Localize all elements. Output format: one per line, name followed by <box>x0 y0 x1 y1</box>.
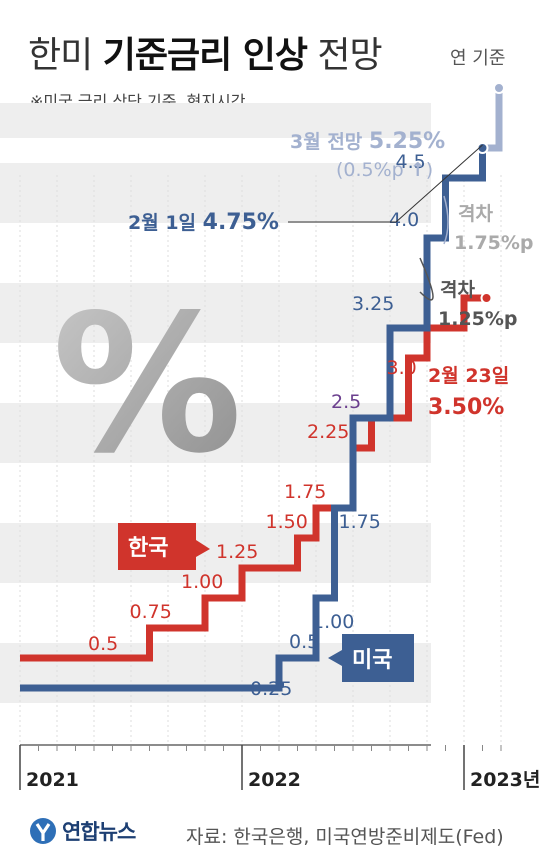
us-latest-point <box>476 142 489 154</box>
basis-note: 연 기준 <box>450 48 506 69</box>
gap-projection-bracket <box>443 195 449 245</box>
logo-text: 연합뉴스 <box>62 820 136 844</box>
projection-label: 3월 전망 5.25% <box>290 129 445 154</box>
us-rate-line <box>20 148 486 692</box>
title-strong: 기준금리 인상 <box>102 35 308 76</box>
series-layer <box>20 82 505 692</box>
title-part1: 한미 <box>28 35 93 76</box>
gap-now-value: 1.25%p <box>438 308 518 330</box>
us-projection-point <box>493 82 505 94</box>
us-value-label: 3.25 <box>352 293 394 315</box>
percent-symbol: % <box>52 274 242 495</box>
us-value-label: 1.00 <box>312 611 354 633</box>
us-value-label: 0.5 <box>289 631 319 653</box>
gap-now-label: 격차 <box>440 279 475 301</box>
us-latest-leader <box>288 144 483 223</box>
background-stripe <box>0 103 431 138</box>
background-stripe <box>0 523 431 583</box>
us-tag <box>328 634 414 682</box>
korea-value-label: 0.5 <box>88 633 118 655</box>
gap-projection-label: 격차 <box>458 203 493 225</box>
korea-value-label: 1.75 <box>284 481 326 503</box>
us-value-label: 0.25 <box>250 678 292 700</box>
us-projection-line <box>482 88 503 152</box>
x-tick-label: 2021 <box>26 769 79 791</box>
korea-value-label: 1.00 <box>181 571 223 593</box>
background-stripe <box>0 403 431 463</box>
projection-change: (0.5%p ↑) <box>336 159 433 181</box>
korea-value-label: 1.50 <box>266 511 308 533</box>
korea-value-label: 3.0 <box>387 357 417 379</box>
korea-latest-value: 3.50% <box>428 395 504 420</box>
korea-tag <box>118 523 210 570</box>
us-value-label: 4.0 <box>389 209 419 231</box>
x-tick-label: 2022 <box>248 769 301 791</box>
gap-now-bracket <box>419 257 434 301</box>
background-stripe <box>0 283 431 343</box>
us-value-label: 2.5 <box>331 391 361 413</box>
background-stripes <box>0 103 431 703</box>
source-note: 자료: 한국은행, 미국연방준비제도(Fed) <box>186 826 504 848</box>
title-part3: 전망 <box>317 35 382 76</box>
x-tick-label: 2023년 <box>470 769 540 791</box>
background-stripe <box>0 163 431 223</box>
korea-value-label: 2.25 <box>307 421 349 443</box>
korea-value-label: 1.25 <box>216 541 258 563</box>
us-value-label: 4.5 <box>396 151 426 173</box>
korea-latest-point <box>480 292 493 304</box>
rate-chart: 2021 2022 2023년 % 0.5 0.75 1.00 1.25 1.50 1.75 2… <box>0 82 540 791</box>
value-labels: 0.50.751.001.251.501.752.253.00.250.51.0… <box>88 151 426 700</box>
x-axis: 2021 2022 2023년 <box>19 744 540 791</box>
korea-latest-date: 2월 23일 <box>428 365 509 387</box>
gap-projection-value: 1.75%p <box>454 232 534 254</box>
yonhap-logo: 연합뉴스 <box>28 814 136 848</box>
yonhap-logo-icon <box>30 818 56 844</box>
us-tag-label: 미국 <box>352 648 392 673</box>
us-value-label: 1.75 <box>339 511 381 533</box>
page-title: 한미 기준금리 인상 전망 <box>28 26 383 78</box>
korea-value-label: 0.75 <box>130 601 172 623</box>
us-latest-label: 2월 1일 4.75% <box>128 210 279 235</box>
korea-tag-label: 한국 <box>128 536 168 561</box>
